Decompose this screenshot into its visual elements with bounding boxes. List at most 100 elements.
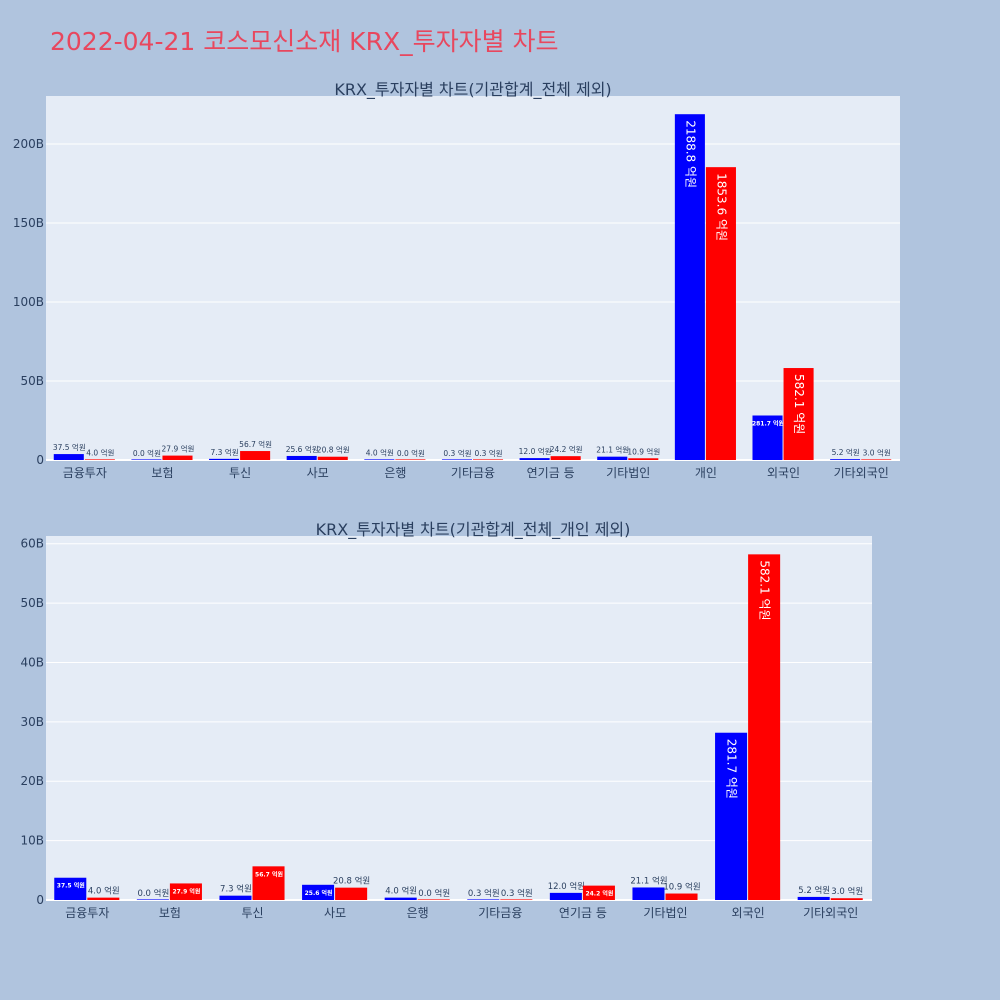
bar-value-label: 4.0 억원 — [385, 886, 417, 897]
bar — [783, 368, 814, 460]
bar — [628, 458, 659, 460]
chart-title: KRX_투자자별 차트(기관합계_전체 제외) — [334, 80, 611, 100]
bar-value-label: 281.7 억원 — [725, 739, 739, 799]
x-tick-label: 개인 — [695, 466, 717, 480]
bar-value-label: 20.8 억원 — [317, 446, 350, 455]
bar-value-label: 1853.6 억원 — [714, 173, 728, 241]
bar-value-label: 7.3 억원 — [220, 884, 252, 895]
y-tick-label: 200B — [13, 137, 44, 151]
x-tick-label: 은행 — [384, 465, 406, 480]
bar-value-label: 21.1 억원 — [630, 875, 667, 886]
y-tick-label: 150B — [13, 216, 44, 230]
bar-value-label: 37.5 억원 — [57, 882, 85, 890]
x-tick-label: 투신 — [241, 906, 263, 920]
bar-value-label: 4.0 억원 — [88, 886, 120, 897]
bar-value-label: 5.2 억원 — [832, 448, 860, 457]
bar-value-label: 582.1 억원 — [792, 374, 806, 434]
bar — [395, 459, 426, 460]
bar — [830, 459, 861, 460]
bar-value-label: 56.7 억원 — [239, 440, 272, 449]
page-title: 2022-04-21 코스모신소재 KRX_투자자별 차트 — [50, 27, 559, 56]
bar — [550, 456, 581, 460]
bar — [861, 459, 892, 460]
chart-title: KRX_투자자별 차트(기관합계_전체_개인 제외) — [316, 520, 631, 540]
bar-value-label: 281.7 억원 — [752, 419, 784, 427]
bar-value-label: 56.7 억원 — [255, 870, 283, 878]
x-tick-label: 사모 — [307, 466, 329, 480]
bar-value-label: 0.0 억원 — [418, 888, 450, 899]
x-tick-label: 기타법인 — [606, 466, 650, 480]
x-tick-label: 기타외국인 — [803, 906, 858, 920]
bar — [752, 415, 783, 460]
bar — [665, 893, 698, 900]
y-tick-label: 10B — [20, 834, 44, 848]
bar — [335, 887, 368, 900]
x-tick-label: 보험 — [159, 906, 181, 920]
x-tick-label: 연기금 등 — [527, 466, 575, 480]
bar — [582, 885, 615, 900]
bar-value-label: 3.0 억원 — [863, 449, 891, 458]
bar — [441, 459, 472, 460]
y-tick-label: 50B — [20, 596, 44, 610]
bar — [240, 451, 271, 460]
bar-value-label: 12.0 억원 — [519, 447, 552, 456]
bar-value-label: 0.3 억원 — [501, 888, 533, 899]
x-tick-label: 기타외국인 — [834, 466, 889, 480]
bar-value-label: 20.8 억원 — [333, 876, 370, 887]
bar — [519, 458, 550, 460]
bar — [317, 456, 348, 460]
bar-value-label: 0.0 억원 — [397, 449, 425, 458]
bar — [797, 896, 830, 900]
bar — [302, 884, 335, 900]
bar-value-label: 7.3 억원 — [211, 448, 239, 457]
bar — [169, 883, 202, 900]
bar-value-label: 24.2 억원 — [550, 445, 583, 454]
x-tick-label: 연기금 등 — [559, 906, 607, 920]
x-tick-label: 외국인 — [732, 906, 765, 920]
bar — [162, 455, 193, 460]
x-tick-label: 금융투자 — [63, 466, 107, 480]
bar-value-label: 4.0 억원 — [86, 448, 114, 457]
bar — [705, 167, 736, 460]
bar-value-label: 24.2 억원 — [585, 890, 613, 898]
bar-value-label: 10.9 억원 — [627, 447, 660, 456]
x-tick-label: 사모 — [324, 906, 346, 920]
bar-value-label: 37.5 억원 — [53, 443, 86, 452]
bar — [417, 899, 450, 900]
bar — [54, 877, 87, 900]
bar — [384, 897, 417, 900]
bar — [84, 459, 115, 460]
x-tick-label: 보험 — [151, 466, 173, 480]
y-tick-label: 100B — [13, 295, 44, 309]
bar-value-label: 27.9 억원 — [162, 445, 195, 454]
bar-value-label: 0.0 억원 — [133, 449, 161, 458]
y-tick-label: 60B — [20, 537, 44, 551]
x-tick-label: 외국인 — [767, 466, 800, 480]
bar-value-label: 0.0 억원 — [137, 888, 169, 899]
bar — [467, 899, 500, 900]
bar-value-label: 21.1 억원 — [596, 446, 629, 455]
bar — [219, 895, 252, 900]
x-tick-label: 금융투자 — [65, 906, 109, 920]
y-tick-label: 0 — [36, 453, 44, 467]
y-tick-label: 30B — [20, 715, 44, 729]
bar-value-label: 582.1 억원 — [758, 560, 772, 620]
bar-value-label: 5.2 억원 — [798, 885, 830, 896]
bar — [286, 455, 317, 460]
bar-value-label: 0.3 억원 — [468, 888, 500, 899]
bar — [252, 866, 285, 900]
bar-value-label: 3.0 억원 — [831, 886, 863, 897]
bar-value-label: 25.6 억원 — [286, 445, 319, 454]
y-tick-label: 0 — [36, 893, 44, 907]
chart-all-investors: 0 50B 100B 150B 200B KRX_투자자별 차트(기관합계_전체 제외) 금… — [13, 80, 900, 480]
bar-value-label: 0.3 억원 — [474, 449, 502, 458]
bar — [674, 114, 705, 460]
bar-value-label: 27.9 억원 — [172, 887, 200, 895]
bar — [209, 458, 240, 460]
bar — [87, 897, 120, 900]
x-tick-label: 은행 — [407, 905, 429, 920]
bar — [830, 898, 863, 900]
bar-value-label: 4.0 억원 — [366, 448, 394, 457]
bar — [473, 459, 504, 460]
